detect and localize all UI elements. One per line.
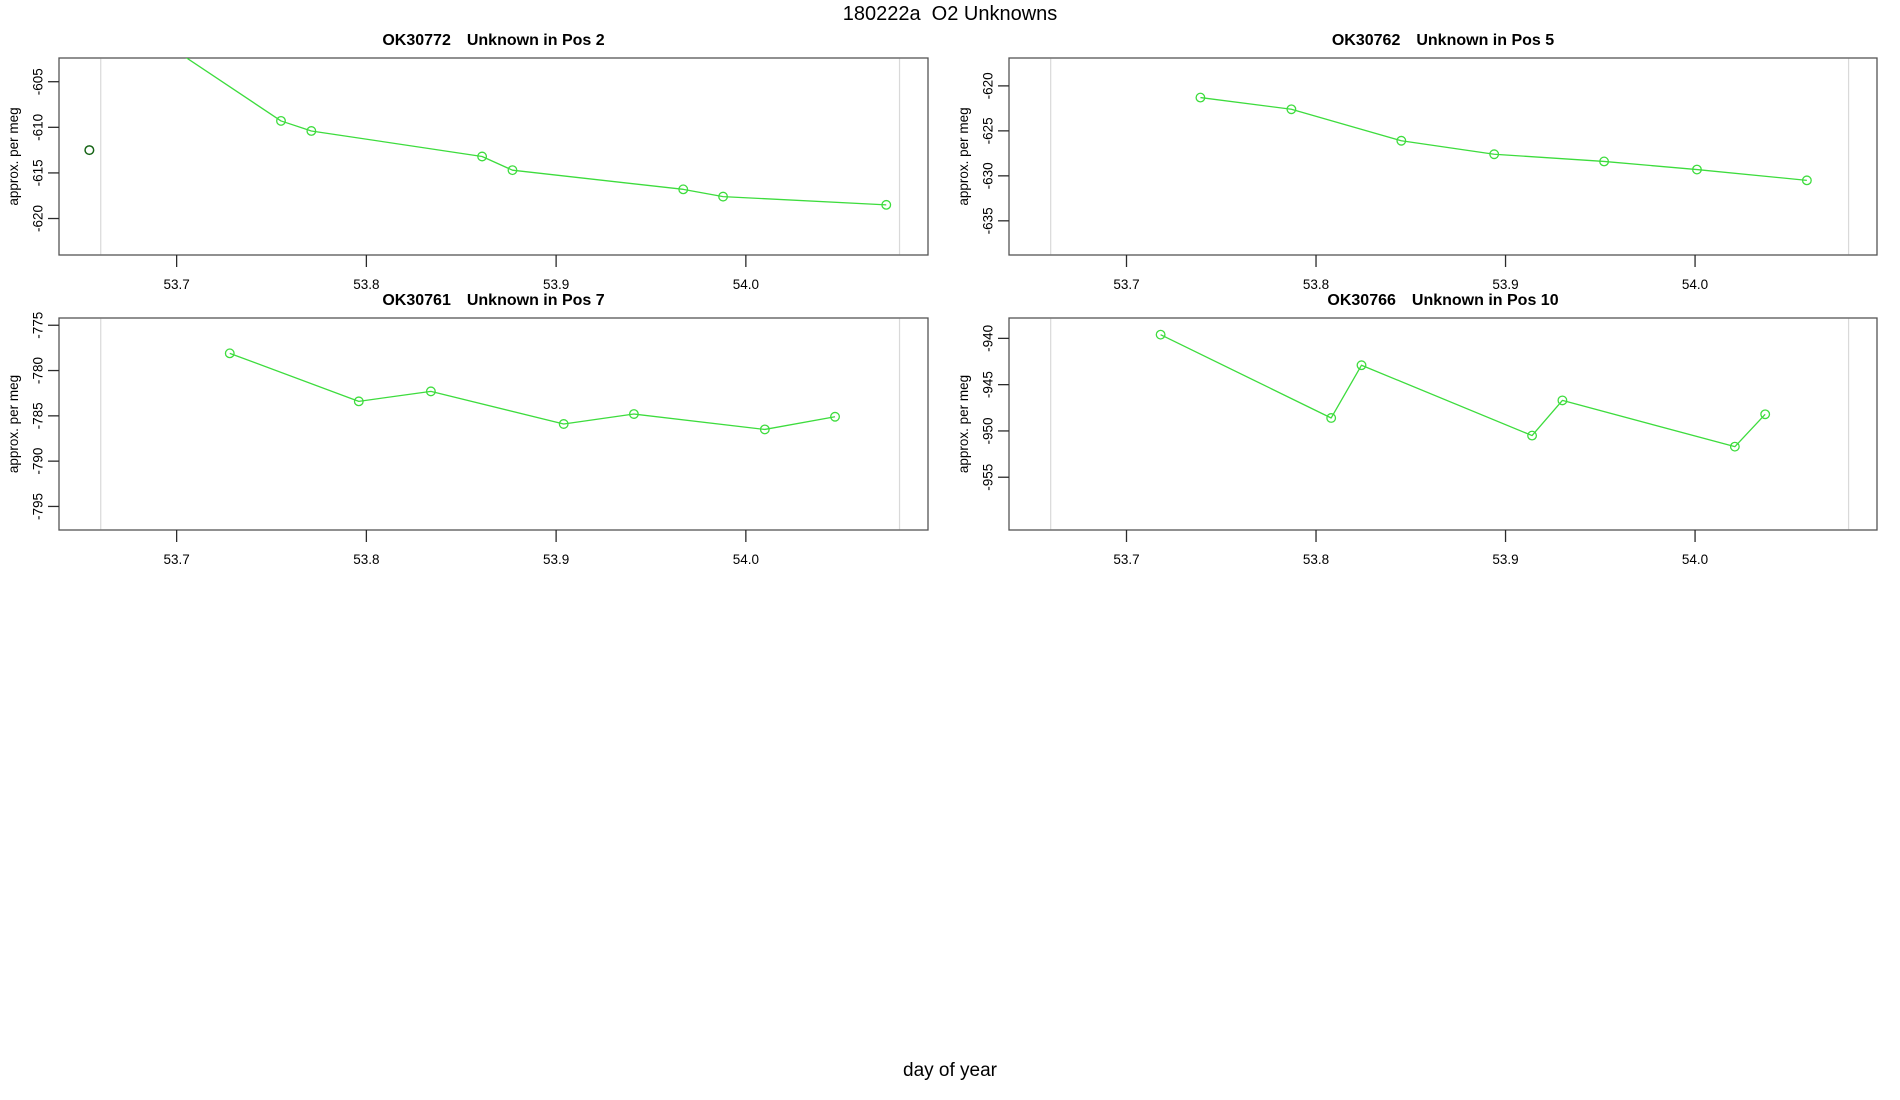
subplot-title: OK30772 Unknown in Pos 2 <box>382 32 604 49</box>
subplot-title: OK30761 Unknown in Pos 7 <box>382 292 604 309</box>
y-tick-label: -620 <box>31 205 46 232</box>
data-point <box>1356 360 1367 371</box>
x-tick-label: 53.9 <box>1492 552 1518 567</box>
data-point <box>830 411 840 422</box>
subplot-title-position: Unknown in Pos 2 <box>467 32 605 49</box>
subplot-title-position: Unknown in Pos 7 <box>467 292 605 309</box>
y-tick-label: -605 <box>31 68 46 95</box>
panel-border <box>1008 317 1878 531</box>
series-line <box>185 58 887 206</box>
y-tick-label: -950 <box>981 417 996 444</box>
data-point <box>276 115 286 126</box>
subplot-title: OK30766 Unknown in Pos 10 <box>1327 292 1558 309</box>
subplot-ok30761: 53.7 53.8 53.9 54.0 -795 -790 -785 -780 -775 appr… <box>6 292 929 567</box>
x-tick-label: 53.7 <box>163 552 189 567</box>
y-tick-label: -785 <box>31 402 46 429</box>
y-tick-label: -620 <box>981 72 996 99</box>
y-tick-label: -610 <box>31 114 46 141</box>
data-point <box>628 409 639 419</box>
data-point <box>1760 409 1771 420</box>
data-point <box>507 165 518 176</box>
data-point <box>1326 413 1337 423</box>
data-point <box>1599 156 1610 167</box>
data-point <box>1286 104 1297 115</box>
y-tick-label: -635 <box>981 207 996 234</box>
panel-border <box>58 317 929 531</box>
data-point <box>558 419 569 429</box>
x-tick-label: 53.9 <box>543 277 569 292</box>
x-tick-label: 53.8 <box>1303 552 1329 567</box>
series-group <box>1155 329 1771 452</box>
x-tick-label: 54.0 <box>1682 277 1708 292</box>
data-point <box>1155 329 1166 340</box>
data-point <box>1527 430 1538 441</box>
series-line <box>229 352 836 431</box>
y-axis-label: approx. per meg <box>6 107 21 205</box>
x-tick-label: 54.0 <box>733 552 759 567</box>
series-group <box>84 32 892 210</box>
data-point <box>306 126 317 136</box>
data-point <box>1692 164 1702 175</box>
data-point <box>353 396 364 407</box>
data-point <box>1801 175 1812 186</box>
x-tick-label: 53.7 <box>163 277 189 292</box>
y-axis-label: approx. per meg <box>6 375 21 473</box>
subplot-title-sample-id: OK30772 <box>382 32 451 49</box>
y-tick-label: -625 <box>981 117 996 144</box>
subplot-ok30772: 53.7 53.8 53.9 54.0 -620 -615 -610 -605 approx. … <box>6 32 929 292</box>
data-point <box>1729 441 1740 452</box>
x-axis-label: day of year <box>903 1060 997 1081</box>
subplot-title-position: Unknown in Pos 10 <box>1412 292 1559 309</box>
data-point <box>881 199 892 210</box>
y-tick-label: -615 <box>31 159 46 186</box>
y-axis-label: approx. per meg <box>956 375 971 473</box>
data-point <box>477 151 488 162</box>
data-point <box>425 386 436 397</box>
data-point <box>759 424 770 435</box>
y-tick-label: -775 <box>31 312 46 339</box>
series-group <box>224 348 840 435</box>
subplot-title-sample-id: OK30761 <box>382 292 451 309</box>
data-point <box>150 32 159 41</box>
y-tick-label: -630 <box>981 162 996 189</box>
series-group <box>1195 92 1812 186</box>
x-tick-label: 53.7 <box>1113 277 1139 292</box>
subplot-title-sample-id: OK30762 <box>1332 32 1401 49</box>
x-tick-label: 53.8 <box>1303 277 1329 292</box>
data-point <box>1195 92 1206 103</box>
data-point <box>1396 135 1407 146</box>
x-tick-label: 53.8 <box>353 277 379 292</box>
panel-border <box>1008 57 1878 256</box>
y-tick-label: -945 <box>981 371 996 398</box>
x-tick-label: 53.9 <box>543 552 569 567</box>
x-tick-label: 53.9 <box>1492 277 1518 292</box>
x-tick-label: 54.0 <box>733 277 759 292</box>
series-line <box>1200 96 1807 181</box>
y-tick-label: -955 <box>981 464 996 491</box>
y-tick-label: -790 <box>31 448 46 475</box>
subplot-title-position: Unknown in Pos 5 <box>1416 32 1554 49</box>
data-point <box>718 191 729 202</box>
x-tick-label: 54.0 <box>1682 552 1708 567</box>
data-point <box>224 348 235 359</box>
x-tick-label: 53.7 <box>1113 552 1139 567</box>
x-tick-label: 53.8 <box>353 552 379 567</box>
subplot-ok30762: 53.7 53.8 53.9 54.0 -635 -630 -625 -620 approx. … <box>956 32 1878 292</box>
subplot-title: OK30762 Unknown in Pos 5 <box>1332 32 1554 49</box>
y-tick-label: -940 <box>981 325 996 352</box>
y-tick-label: -780 <box>31 357 46 384</box>
subplot-ok30766: 53.7 53.8 53.9 54.0 -955 -950 -945 -940 approx. … <box>956 292 1878 567</box>
series-line <box>1160 334 1766 448</box>
figure-title: 180222a O2 Unknowns <box>842 3 1058 25</box>
y-axis-label: approx. per meg <box>956 107 971 205</box>
y-tick-label: -795 <box>31 493 46 520</box>
first-sample-point <box>84 145 95 156</box>
panel-border <box>58 57 929 256</box>
data-point <box>1557 395 1568 406</box>
subplot-title-sample-id: OK30766 <box>1327 292 1396 309</box>
data-point <box>1489 149 1500 160</box>
data-point <box>678 184 689 195</box>
